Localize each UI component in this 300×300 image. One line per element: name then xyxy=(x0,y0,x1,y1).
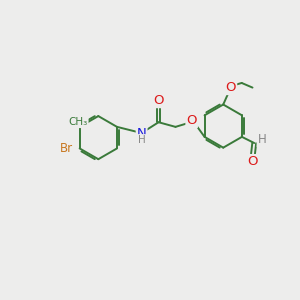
Text: O: O xyxy=(186,114,197,127)
Text: CH₃: CH₃ xyxy=(68,117,88,127)
Text: O: O xyxy=(153,94,164,107)
Text: Br: Br xyxy=(60,142,73,155)
Text: H: H xyxy=(138,135,146,145)
Text: O: O xyxy=(248,155,258,168)
Text: N: N xyxy=(137,127,146,140)
Text: O: O xyxy=(226,81,236,94)
Text: H: H xyxy=(258,134,266,146)
